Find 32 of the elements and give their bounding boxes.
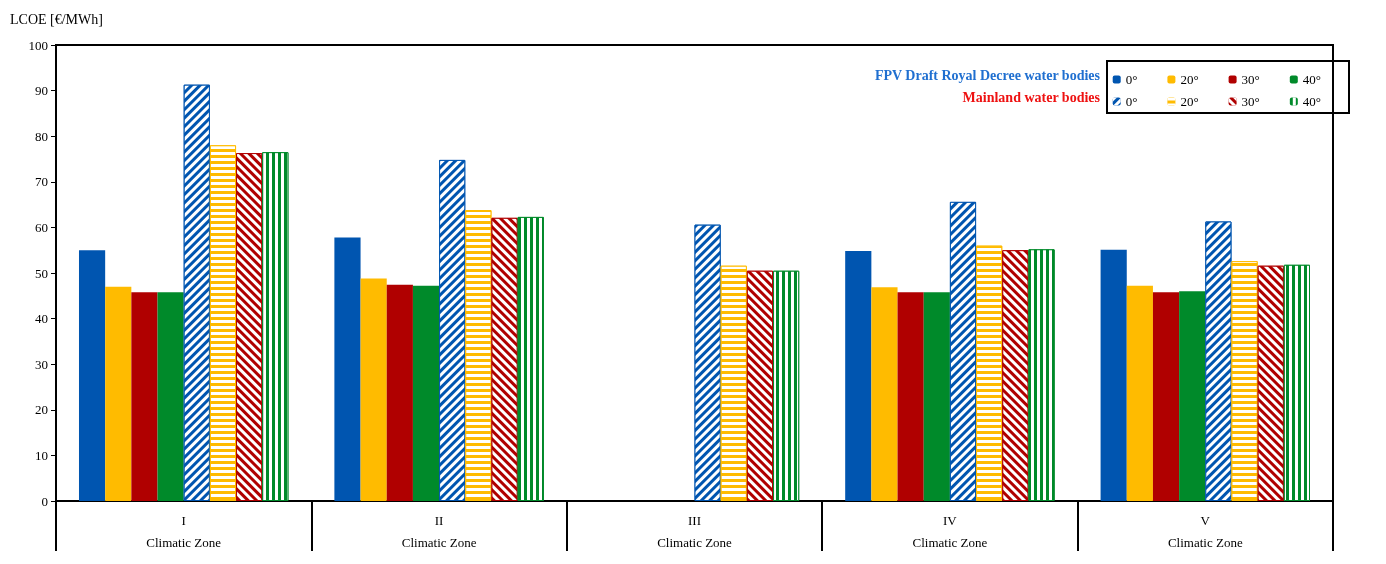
x-tick-label: III bbox=[688, 512, 701, 528]
legend-label: 0° bbox=[1125, 94, 1138, 109]
legend-label: 0° bbox=[1125, 72, 1138, 87]
legend-label: 40° bbox=[1302, 72, 1321, 87]
y-tick-label: 0 bbox=[41, 493, 48, 509]
y-axis-title: LCOE [€/MWh] bbox=[10, 11, 103, 27]
legend-label: 40° bbox=[1302, 94, 1321, 109]
annotation: Mainland water bodies bbox=[962, 89, 1101, 105]
legend-label: 20° bbox=[1180, 94, 1199, 109]
y-tick-label: 60 bbox=[35, 219, 48, 235]
legend-label: 30° bbox=[1241, 72, 1260, 87]
text: Climatic Zone bbox=[912, 534, 988, 550]
y-tick-label: 40 bbox=[35, 311, 48, 327]
x-tick-label: V bbox=[1200, 512, 1211, 528]
y-tick-label: 80 bbox=[35, 128, 48, 144]
y-tick-label: 10 bbox=[35, 447, 48, 463]
legend-label: 30° bbox=[1241, 94, 1260, 109]
legend-label: 20° bbox=[1180, 72, 1199, 87]
y-tick-label: 20 bbox=[35, 402, 48, 418]
y-tick-label: 70 bbox=[35, 174, 48, 190]
x-axis-title: Climatic Zone bbox=[146, 534, 222, 550]
text: Climatic Zone bbox=[1167, 534, 1243, 550]
text: Climatic Zone bbox=[657, 534, 732, 550]
y-tick-label: 30 bbox=[35, 356, 48, 372]
x-tick-label: IV bbox=[943, 512, 958, 528]
annotation: FPV Draft Royal Decree water bodies bbox=[874, 67, 1101, 83]
y-tick-label: 90 bbox=[35, 83, 48, 99]
text: Climatic Zone bbox=[401, 534, 477, 550]
x-tick-label: II bbox=[434, 512, 444, 528]
y-tick-label: 100 bbox=[28, 37, 48, 53]
x-tick-label: I bbox=[181, 512, 186, 528]
y-tick-label: 50 bbox=[35, 265, 48, 281]
